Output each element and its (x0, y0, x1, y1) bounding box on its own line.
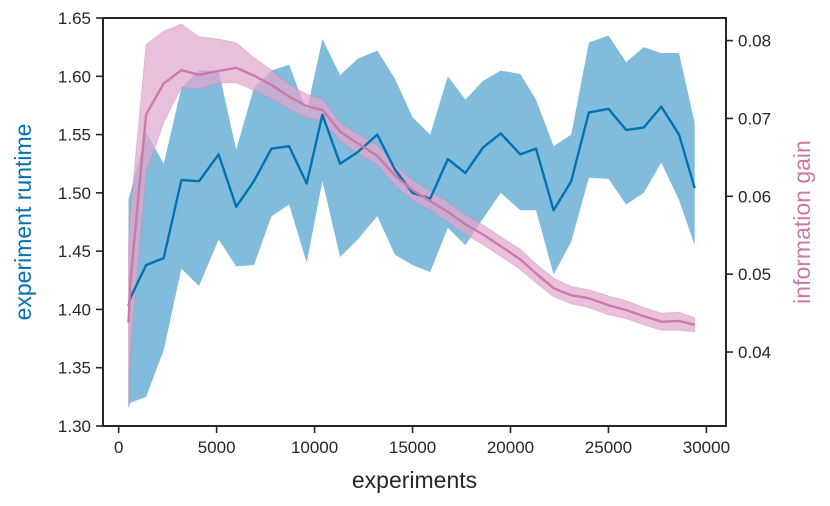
series-lines (127, 66, 696, 326)
x-tick-label: 5000 (198, 438, 236, 457)
confidence-bands (128, 23, 696, 409)
x-tick-label: 30000 (683, 438, 730, 457)
runtime-confidence-band (128, 35, 695, 409)
right-y-tick-label: 0.08 (738, 32, 771, 51)
x-tick-label: 25000 (585, 438, 632, 457)
plot-frame (102, 17, 727, 427)
left-y-tick-label: 1.45 (58, 242, 91, 261)
x-tick-label: 10000 (291, 438, 338, 457)
right-y-tick-label: 0.05 (738, 265, 771, 284)
left-y-axis-label: experiment runtime (10, 124, 36, 321)
right-y-tick-label: 0.07 (738, 109, 771, 128)
right-y-axis-label: information gain (789, 140, 815, 304)
right-y-axis-ticks: 0.04 0.05 0.06 0.07 0.08 (726, 32, 771, 362)
x-axis-label: experiments (352, 467, 477, 493)
left-y-tick-label: 1.30 (58, 417, 91, 436)
left-y-tick-label: 1.55 (58, 126, 91, 145)
left-y-tick-label: 1.60 (58, 67, 91, 86)
left-y-tick-label: 1.65 (58, 9, 91, 28)
left-y-tick-label: 1.50 (58, 184, 91, 203)
x-tick-label: 0 (114, 438, 123, 457)
right-y-tick-label: 0.06 (738, 187, 771, 206)
gain-line (127, 66, 695, 326)
plot-area (127, 23, 696, 409)
gain-confidence-band (128, 23, 696, 407)
left-y-tick-label: 1.40 (58, 300, 91, 319)
x-axis-ticks: 0 5000 10000 15000 20000 25000 30000 (114, 426, 730, 457)
right-y-tick-label: 0.04 (738, 343, 771, 362)
x-tick-label: 15000 (389, 438, 436, 457)
left-y-tick-label: 1.35 (58, 359, 91, 378)
x-tick-label: 20000 (487, 438, 534, 457)
left-y-axis-ticks: 1.30 1.35 1.40 1.45 1.50 1.55 1.60 1.65 (58, 9, 103, 436)
